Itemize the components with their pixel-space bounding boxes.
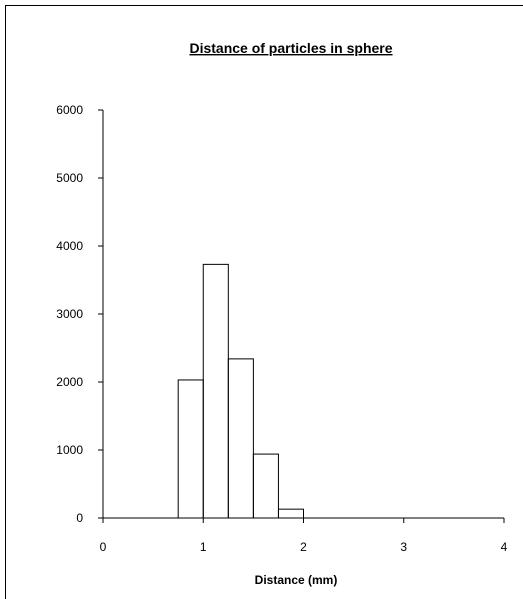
x-axis-title: Distance (mm) [255, 573, 338, 587]
y-tick-label: 6000 [56, 103, 83, 117]
y-tick-label: 4000 [56, 239, 83, 253]
x-tick-label: 0 [100, 540, 107, 554]
histogram-bin [277, 508, 304, 519]
chart-border [5, 5, 523, 599]
x-tick-label: 4 [501, 540, 508, 554]
x-tick-label: 1 [200, 540, 207, 554]
x-tick-label: 2 [300, 540, 307, 554]
y-tick-label: 2000 [56, 375, 83, 389]
histogram-bin [202, 263, 229, 519]
y-tick-label: 3000 [56, 307, 83, 321]
y-tick-label: 5000 [56, 171, 83, 185]
plot-area: 0 1000 2000 3000 4000 5000 6000 0 1 2 3 4 [56, 103, 507, 554]
y-tick-label: 1000 [56, 443, 83, 457]
histogram-bin [252, 453, 279, 519]
histogram-bin [177, 379, 204, 519]
y-tick-label: 0 [76, 511, 83, 525]
x-tick-label: 3 [400, 540, 407, 554]
histogram-bin [227, 358, 254, 519]
chart-title: Distance of particles in sphere [189, 40, 392, 56]
